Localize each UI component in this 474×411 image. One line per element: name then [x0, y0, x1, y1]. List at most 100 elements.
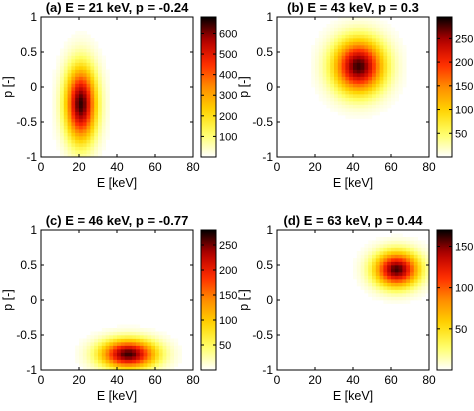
heatmap-cell: [75, 108, 80, 112]
heatmap-cell: [311, 69, 316, 74]
heatmap-cell: [75, 345, 80, 350]
heatmap-cell: [349, 69, 354, 74]
heatmap-cell: [322, 62, 327, 67]
heatmap-cell: [345, 94, 350, 98]
heatmap-cell: [90, 363, 95, 367]
heatmap-cell: [98, 115, 103, 119]
heatmap-cell: [349, 90, 354, 95]
heatmap-cell: [353, 20, 358, 25]
heatmap-cell: [67, 125, 72, 130]
heatmap-cell: [356, 97, 361, 102]
heatmap-cell: [353, 115, 358, 119]
heatmap-cell: [379, 48, 384, 53]
heatmap-cell: [360, 76, 365, 81]
heatmap-cell: [75, 101, 80, 105]
heatmap-cell: [375, 240, 380, 245]
heatmap-cell: [398, 293, 403, 297]
heatmap-cell: [356, 27, 361, 32]
heatmap-cell: [79, 87, 84, 91]
heatmap-cell: [101, 55, 106, 60]
heatmap-cell: [364, 24, 369, 28]
heatmap-cell: [387, 104, 392, 109]
heatmap-cell: [82, 87, 87, 91]
heatmap-cell: [60, 108, 65, 112]
heatmap-cell: [341, 31, 346, 35]
heatmap-cell: [379, 90, 384, 95]
heatmap-cell: [94, 69, 99, 74]
heatmap-cell: [326, 34, 331, 39]
heatmap-cell: [383, 251, 388, 255]
heatmap-cell: [398, 279, 403, 283]
heatmap-cell: [387, 83, 392, 88]
heatmap-cell: [402, 296, 407, 301]
heatmap-cell: [383, 83, 388, 88]
heatmap-cell: [364, 66, 369, 70]
heatmap-cell: [341, 73, 346, 77]
heatmap-cell: [151, 349, 156, 353]
colorbar-tick-label: 50: [455, 324, 467, 336]
heatmap-cell: [139, 335, 144, 339]
heatmap-cell: [94, 73, 99, 77]
heatmap-cell: [128, 324, 133, 329]
heatmap-cell: [410, 240, 415, 245]
heatmap-cell: [75, 69, 80, 74]
heatmap-cell: [75, 55, 80, 60]
heatmap-cell: [375, 261, 380, 266]
colorbar-tick-label: 100: [219, 131, 237, 143]
heatmap-cell: [79, 66, 84, 70]
heatmap-cell: [394, 268, 399, 273]
heatmap-cell: [379, 27, 384, 32]
heatmap-cell: [341, 108, 346, 112]
heatmap-cell: [372, 101, 377, 105]
heatmap-cell: [337, 111, 342, 116]
heatmap-cell: [364, 247, 369, 252]
heatmap-cell: [71, 129, 76, 133]
heatmap-cell: [368, 289, 373, 294]
heatmap-cell: [79, 338, 84, 343]
heatmap-cell: [71, 125, 76, 130]
heatmap-cell: [162, 356, 167, 360]
heatmap-cell: [410, 296, 415, 301]
heatmap-cell: [356, 55, 361, 60]
heatmap-cell: [113, 363, 118, 367]
heatmap-cell: [71, 87, 76, 91]
heatmap-cell: [101, 115, 106, 119]
heatmap-cell: [105, 338, 110, 343]
heatmap-cell: [410, 286, 415, 290]
heatmap-cell: [391, 34, 396, 39]
heatmap-cell: [410, 268, 415, 273]
heatmap-cell: [360, 282, 365, 287]
heatmap-cell: [398, 233, 403, 238]
heatmap-cell: [56, 132, 61, 137]
heatmap-cell: [360, 38, 365, 42]
heatmap-cell: [101, 101, 106, 105]
heatmap-cell: [90, 139, 95, 144]
heatmap-cell: [356, 265, 361, 269]
heatmap-cell: [67, 90, 72, 95]
heatmap-cell: [356, 48, 361, 53]
heatmap-cell: [398, 52, 403, 56]
heatmap-cell: [56, 83, 61, 88]
heatmap-cell: [375, 265, 380, 269]
heatmap-cell: [71, 139, 76, 144]
heatmap-cell: [90, 366, 95, 371]
heatmap-cell: [341, 104, 346, 109]
heatmap-cell: [372, 76, 377, 81]
heatmap-cell: [402, 286, 407, 290]
heatmap-cell: [413, 247, 418, 252]
heatmap-cell: [147, 352, 152, 357]
heatmap-cell: [402, 282, 407, 287]
heatmap-cell: [98, 331, 103, 336]
heatmap-cell: [330, 80, 335, 84]
heatmap-cell: [387, 275, 392, 280]
heatmap-cell: [375, 41, 380, 46]
heatmap-cell: [82, 366, 87, 371]
heatmap-cell: [170, 338, 175, 343]
heatmap-cell: [353, 34, 358, 39]
heatmap-cell: [364, 289, 369, 294]
heatmap-cell: [398, 286, 403, 290]
heatmap-cell: [113, 335, 118, 339]
heatmap-cell: [356, 31, 361, 35]
heatmap-cell: [391, 265, 396, 269]
heatmap-cell: [410, 279, 415, 283]
